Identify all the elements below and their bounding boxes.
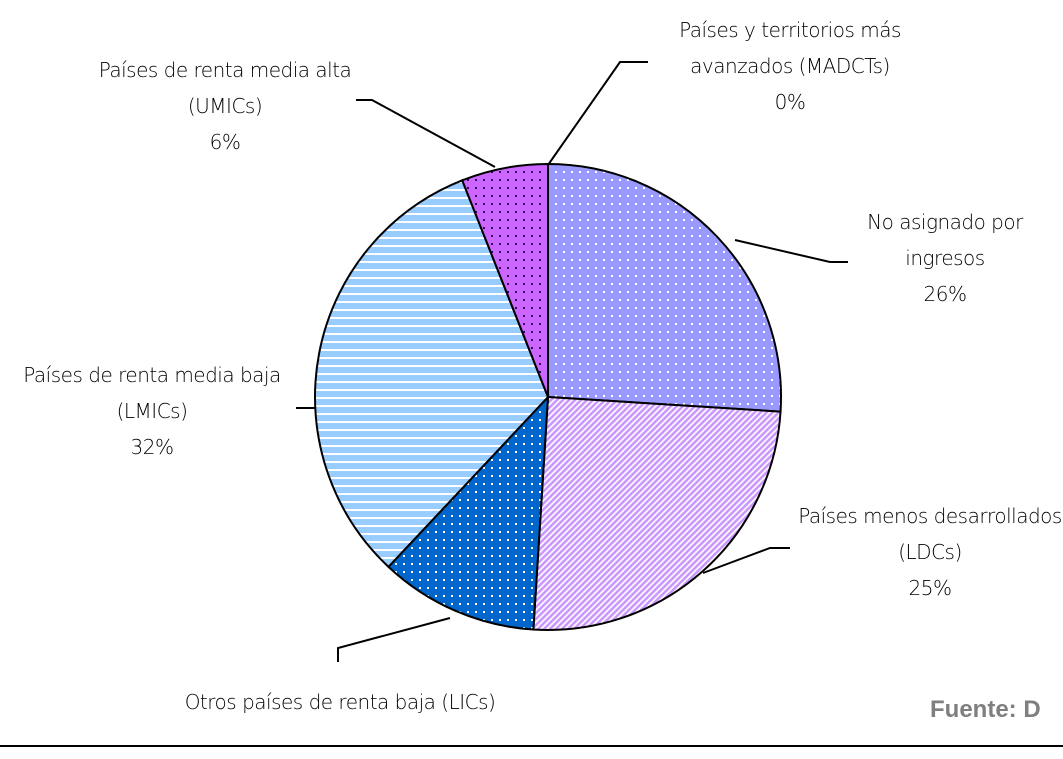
slice-label: Otros países de renta baja (LICs) bbox=[180, 684, 500, 720]
pie-slice bbox=[314, 179, 550, 569]
leader-line bbox=[702, 547, 790, 574]
pie-slice bbox=[532, 395, 782, 631]
value-label: 25% bbox=[908, 576, 952, 600]
category-name: Países de renta media alta (UMICs) bbox=[98, 58, 352, 118]
leader-line bbox=[547, 61, 648, 166]
value-label: 0% bbox=[774, 90, 806, 114]
slice-label: No asignado por ingresos 26% bbox=[835, 204, 1055, 312]
value-label: 26% bbox=[923, 282, 967, 306]
category-name: No asignado por ingresos bbox=[867, 210, 1023, 270]
category-name: Países menos desarrollados (LDCs) bbox=[798, 504, 1062, 564]
value-label: 32% bbox=[130, 435, 174, 459]
value-label: 6% bbox=[209, 130, 241, 154]
category-name: Países de renta media baja (LMICs) bbox=[23, 363, 281, 423]
source: Fuente: D bbox=[930, 696, 1041, 723]
slice-label: Países y territorios más avanzados (MADC… bbox=[625, 12, 955, 120]
category-name: Otros países de renta baja (LICs) bbox=[184, 690, 496, 714]
pie-slice bbox=[547, 162, 782, 413]
category-name: Países y territorios más avanzados (MADC… bbox=[679, 18, 901, 78]
leader-line bbox=[337, 617, 451, 662]
slice-label: Países de renta media baja (LMICs) 32% bbox=[2, 357, 302, 465]
slice-label: Países menos desarrollados (LDCs) 25% bbox=[790, 498, 1063, 606]
slice-label: Países de renta media alta (UMICs) 6% bbox=[65, 52, 385, 160]
leader-line bbox=[356, 99, 496, 168]
pie-slice bbox=[387, 394, 550, 631]
leader-line bbox=[734, 239, 848, 263]
